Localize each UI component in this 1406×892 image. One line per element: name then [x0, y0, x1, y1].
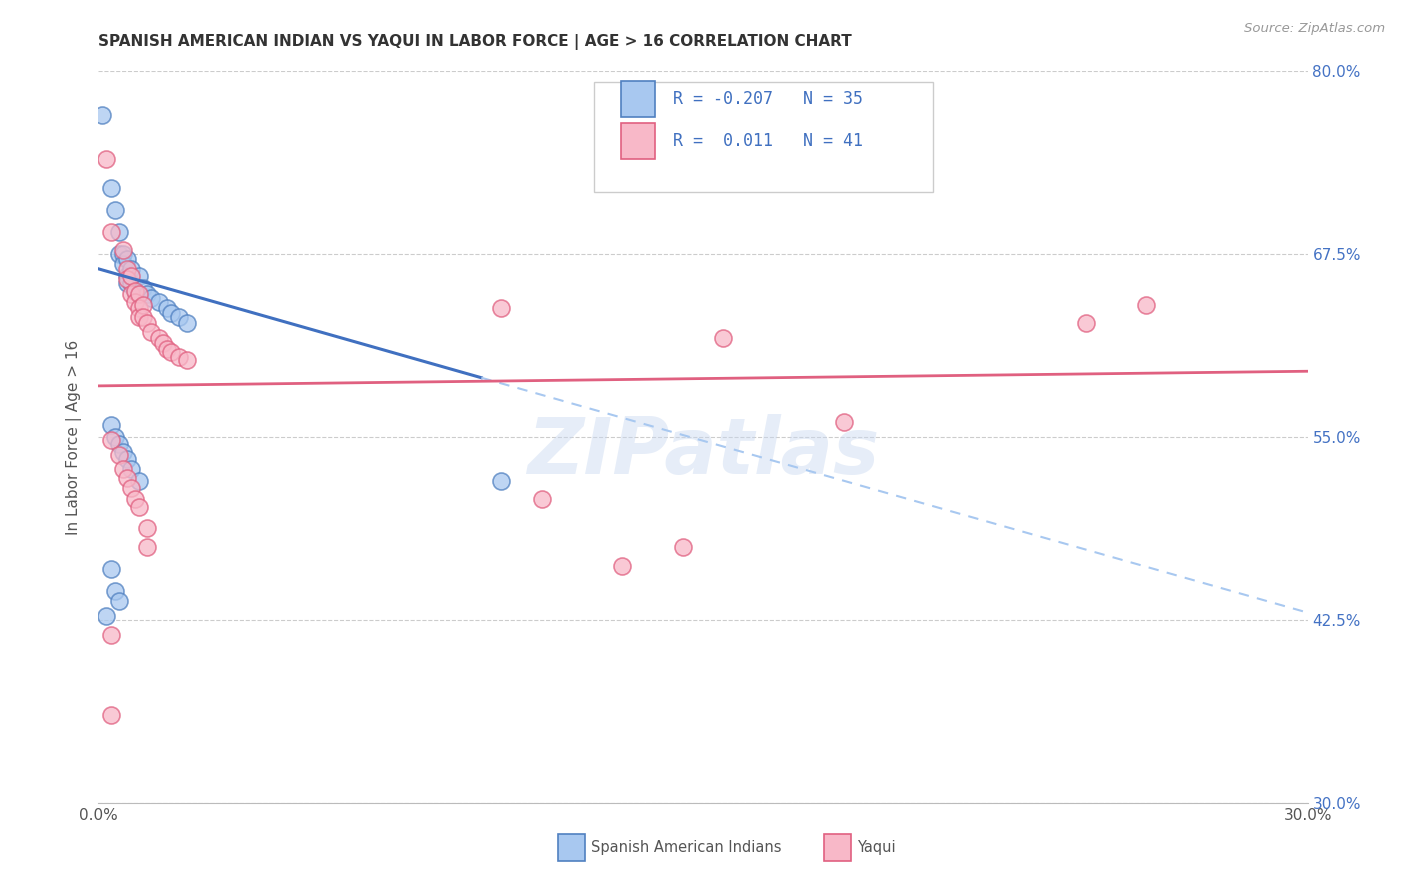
Point: [530, 491, 553, 506]
Point: [160, 306, 183, 320]
Point: [124, 295, 146, 310]
Point: [156, 301, 179, 316]
Point: [135, 286, 157, 301]
Point: [1135, 298, 1157, 312]
Text: ZIPatlas: ZIPatlas: [527, 414, 879, 490]
Point: [120, 269, 142, 284]
Point: [135, 540, 157, 554]
Point: [115, 261, 138, 276]
FancyBboxPatch shape: [621, 81, 655, 118]
Point: [132, 281, 155, 295]
Point: [111, 462, 134, 476]
Text: Yaqui: Yaqui: [856, 840, 896, 855]
Point: [107, 247, 129, 261]
Point: [139, 291, 162, 305]
Text: Spanish American Indians: Spanish American Indians: [591, 840, 782, 855]
Point: [128, 474, 150, 488]
Point: [128, 286, 150, 301]
Point: [612, 558, 634, 573]
Point: [1074, 316, 1097, 330]
Point: [124, 284, 146, 298]
Point: [711, 330, 734, 344]
Point: [111, 243, 134, 257]
Point: [107, 437, 129, 451]
Point: [100, 181, 122, 195]
Point: [148, 295, 170, 310]
Point: [128, 310, 150, 325]
Point: [167, 310, 190, 325]
Text: Source: ZipAtlas.com: Source: ZipAtlas.com: [1244, 22, 1385, 36]
Point: [120, 286, 142, 301]
Point: [132, 298, 155, 312]
Point: [103, 583, 125, 598]
Point: [128, 500, 150, 515]
Point: [491, 474, 513, 488]
Point: [111, 257, 134, 271]
Point: [115, 269, 138, 284]
Point: [124, 284, 146, 298]
Point: [96, 608, 118, 623]
Point: [120, 481, 142, 495]
Point: [107, 448, 129, 462]
Point: [176, 352, 198, 367]
Y-axis label: In Labor Force | Age > 16: In Labor Force | Age > 16: [66, 340, 83, 534]
Point: [103, 203, 125, 218]
Point: [832, 416, 855, 430]
Point: [167, 350, 190, 364]
Point: [100, 418, 122, 433]
FancyBboxPatch shape: [595, 82, 932, 192]
Point: [100, 627, 122, 641]
Point: [128, 301, 150, 316]
Point: [115, 277, 138, 291]
Point: [120, 277, 142, 291]
Point: [91, 108, 114, 122]
Point: [120, 261, 142, 276]
Text: R =  0.011   N = 41: R = 0.011 N = 41: [673, 132, 863, 150]
Point: [96, 152, 118, 166]
Point: [115, 471, 138, 485]
Point: [135, 316, 157, 330]
Text: R = -0.207   N = 35: R = -0.207 N = 35: [673, 90, 863, 108]
Point: [100, 225, 122, 239]
Point: [176, 316, 198, 330]
FancyBboxPatch shape: [824, 833, 851, 862]
Point: [132, 310, 155, 325]
Point: [103, 430, 125, 444]
Text: SPANISH AMERICAN INDIAN VS YAQUI IN LABOR FORCE | AGE > 16 CORRELATION CHART: SPANISH AMERICAN INDIAN VS YAQUI IN LABO…: [98, 35, 852, 50]
Point: [107, 594, 129, 608]
Point: [128, 286, 150, 301]
Point: [111, 444, 134, 458]
Point: [152, 336, 174, 351]
Point: [128, 269, 150, 284]
Point: [156, 343, 179, 357]
Point: [160, 345, 183, 359]
Point: [139, 325, 162, 339]
Point: [100, 708, 122, 723]
Point: [672, 540, 695, 554]
FancyBboxPatch shape: [621, 122, 655, 159]
Point: [111, 247, 134, 261]
Point: [115, 272, 138, 286]
Point: [491, 301, 513, 316]
Point: [100, 562, 122, 576]
FancyBboxPatch shape: [558, 833, 585, 862]
Point: [115, 252, 138, 266]
Point: [135, 521, 157, 535]
Point: [124, 491, 146, 506]
Point: [100, 433, 122, 447]
Point: [120, 462, 142, 476]
Point: [148, 330, 170, 344]
Point: [115, 452, 138, 467]
Point: [107, 225, 129, 239]
